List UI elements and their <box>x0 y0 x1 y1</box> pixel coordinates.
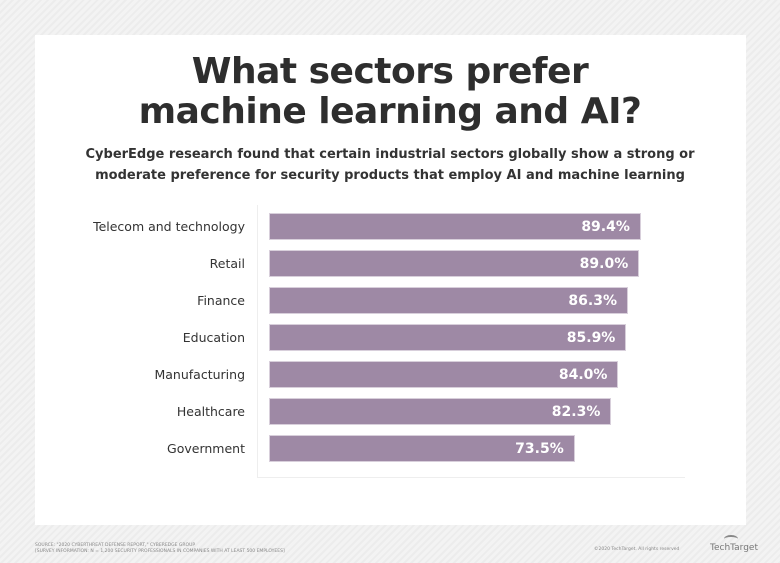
bar: 84.0% <box>269 361 619 388</box>
value-label: 82.3% <box>551 404 601 420</box>
category-label: Government <box>167 441 245 456</box>
bar: 86.3% <box>269 287 628 314</box>
value-label: 86.3% <box>568 293 617 309</box>
title-line-2: machine learning and AI? <box>138 91 642 132</box>
copyright: ©2020 TechTarget. All rights reserved <box>594 547 680 552</box>
source-line-1: Source: "2020 Cyberthreat Defense Report… <box>35 543 196 548</box>
value-label: 89.4% <box>581 219 630 235</box>
value-label: 89.0% <box>579 256 629 272</box>
category-label: Telecom and technology <box>93 219 245 234</box>
subtitle-line-2: moderate preference for security product… <box>95 168 685 183</box>
techtarget-eye-icon <box>724 535 738 543</box>
chart-title: What sectors prefer machine learning and… <box>0 52 780 132</box>
category-label: Healthcare <box>176 404 245 419</box>
bar: 73.5% <box>269 435 575 462</box>
bar: 89.4% <box>269 213 641 240</box>
category-label: Finance <box>197 293 245 308</box>
category-label: Manufacturing <box>154 367 245 382</box>
subtitle-line-1: CyberEdge research found that certain in… <box>85 147 695 162</box>
source-note: Source: "2020 Cyberthreat Defense Report… <box>35 543 285 555</box>
bar: 82.3% <box>269 398 612 425</box>
category-label: Education <box>182 330 245 345</box>
plot-frame <box>257 205 685 478</box>
value-label: 85.9% <box>566 330 616 346</box>
value-label: 73.5% <box>515 441 564 457</box>
bar: 89.0% <box>269 250 640 277</box>
category-label: Retail <box>209 256 245 271</box>
bar: 85.9% <box>269 324 627 351</box>
title-line-1: What sectors prefer <box>191 51 589 92</box>
brand-logo: TechTarget <box>710 543 759 553</box>
value-label: 84.0% <box>558 367 608 383</box>
chart-subtitle: CyberEdge research found that certain in… <box>0 144 780 186</box>
source-line-2: [Survey information: N = 1,200 security … <box>35 549 285 554</box>
